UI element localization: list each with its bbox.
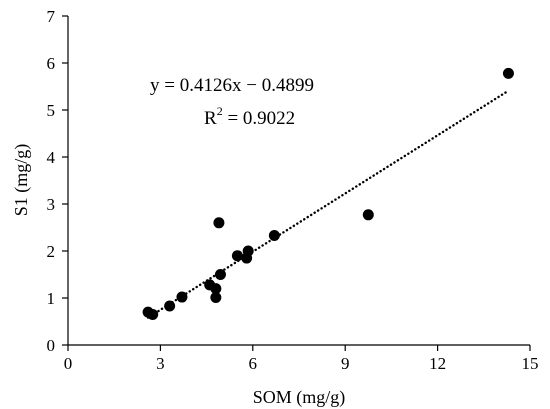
data-point xyxy=(210,283,222,295)
y-tick-label: 5 xyxy=(47,101,56,120)
y-tick-label: 1 xyxy=(47,289,56,308)
x-tick-label: 0 xyxy=(64,354,73,373)
axes-group xyxy=(67,16,530,346)
x-axis-title: SOM (mg/g) xyxy=(253,387,346,408)
x-tick-label: 9 xyxy=(341,354,350,373)
data-point xyxy=(213,217,225,229)
data-point xyxy=(268,229,280,241)
data-point xyxy=(214,269,226,280)
trendline xyxy=(146,89,510,319)
y-tick-group: 0 1 2 3 4 5 6 7 xyxy=(47,7,68,355)
r-squared-label: R2 = 0.9022 xyxy=(204,104,295,129)
data-point xyxy=(231,250,243,262)
y-tick-label: 7 xyxy=(47,7,56,26)
y-axis-title: S1 (mg/g) xyxy=(11,144,32,217)
regression-equation: y = 0.4126x − 0.4899 xyxy=(150,75,314,96)
x-tick-label: 15 xyxy=(522,354,539,373)
y-tick-label: 3 xyxy=(47,195,56,214)
data-point xyxy=(176,291,188,303)
r-squared-prefix: R xyxy=(204,108,217,129)
x-tick-label: 3 xyxy=(156,354,165,373)
data-point xyxy=(210,292,222,304)
x-tick-group: 0 3 6 9 12 15 xyxy=(64,345,539,373)
r-squared-value: = 0.9022 xyxy=(223,108,295,129)
data-point xyxy=(502,67,514,79)
y-tick-label: 0 xyxy=(47,336,56,355)
data-point xyxy=(147,308,159,320)
x-tick-label: 12 xyxy=(429,354,446,373)
r-squared-exponent: 2 xyxy=(217,104,223,118)
y-tick-label: 4 xyxy=(47,148,56,167)
x-tick-label: 6 xyxy=(249,354,258,373)
data-point xyxy=(362,209,374,221)
data-point xyxy=(164,300,176,312)
data-point xyxy=(242,245,254,257)
data-points-group xyxy=(142,67,514,320)
y-tick-label: 6 xyxy=(47,54,56,73)
y-tick-label: 2 xyxy=(47,242,56,261)
